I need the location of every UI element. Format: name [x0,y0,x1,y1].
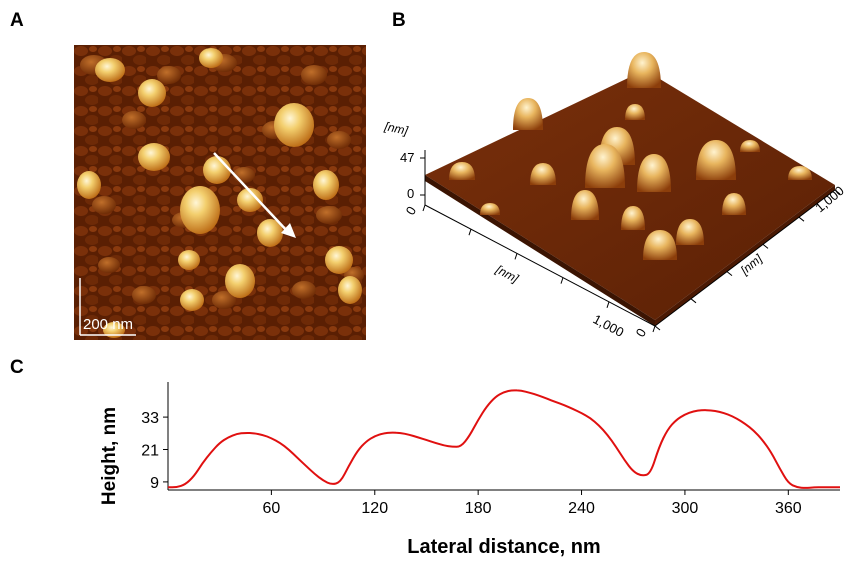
surface-right-edge [655,185,835,326]
surface-base [425,70,835,320]
surface-peak [530,163,556,185]
afm-small-grain [92,196,116,214]
afm-grain [138,79,166,107]
x-tick-3d [652,325,656,333]
afm-grains [77,48,364,338]
z-unit-label: [nm] [382,119,409,138]
chart-axes [167,382,840,491]
surface-peak [480,203,500,215]
afm-grain [180,186,220,234]
origin-label: 0 [403,204,420,218]
height-profile-chart: 60 120 180 240 300 360 9 21 33 Height, nm Latera… [99,382,840,558]
y-tick-label: 9 [150,475,159,492]
y-tick-label: 21 [141,443,159,460]
x-end-label: 1,000 [591,311,627,340]
surface-peak [571,190,599,220]
scale-bar-label: 200 nm [83,316,133,333]
y-tick-label: 33 [141,410,159,427]
afm-grain [203,156,231,184]
y-tick-3d [654,325,661,331]
afm-grain [325,246,353,274]
x-tick-label: 300 [672,500,699,517]
surface-peak [513,98,543,130]
surface-peak [625,104,645,120]
y-tick-3d [798,216,805,222]
x-tick-3d [560,277,564,284]
afm-small-grain [327,131,351,149]
afm-small-grain [157,66,181,84]
afm-grain [103,322,125,338]
surface-peak [722,193,746,215]
surface-peak [788,166,812,180]
y-axis-label: Height, nm [99,407,120,505]
panel-label-a: A [10,10,24,31]
afm-small-grain [122,111,146,129]
y-tick-3d [726,271,733,276]
y-start-label: 0 [633,326,650,340]
x-axis-3d [424,204,656,327]
x-unit-label: [nm] [493,262,522,286]
afm-grain [138,143,170,171]
afm-small-grain [212,291,236,309]
x-tick-label: 240 [568,500,595,517]
x-tick-3d [514,253,518,260]
surface-peak [740,140,760,152]
panel-label-b: B [392,10,406,31]
chart-ticks: 60 120 180 240 300 360 9 21 33 [141,410,802,517]
afm-grain [199,48,223,68]
z-tick-0: 0 [407,186,414,201]
surface-peak [585,144,625,188]
profile-line [213,152,290,234]
afm-small-grain [301,65,327,85]
x-tick-label: 120 [361,500,388,517]
afm-small-grain [132,286,156,304]
afm-small-grain [98,257,120,273]
surface-peak [696,140,736,180]
afm-3d-surface: [nm] 47 0 0 [nm] 1,000 0 [nm] 1,000 [382,52,845,340]
surface-peak [637,154,671,192]
y-tick-3d [690,298,697,304]
surface-peaks [449,52,812,260]
x-tick-3d [606,301,610,308]
surface-peak [449,162,475,180]
surface-peak [676,219,704,245]
surface-peak [627,52,661,88]
afm-grain [77,171,101,199]
x-tick-3d [422,204,426,212]
x-tick-3d [468,229,472,236]
afm-grain [257,219,283,247]
z-tick-47: 47 [400,150,414,165]
afm-grain [313,170,339,200]
afm-grain [237,188,263,212]
x-tick-label: 60 [262,500,280,517]
afm-grain [274,103,314,147]
height-profile-line [168,389,840,489]
surface-peak [643,230,677,260]
afm-small-grain [316,206,342,224]
afm-grain [225,264,255,298]
y-tick-3d [762,244,769,249]
x-tick-label: 360 [775,500,802,517]
axis-ticks-3d [420,157,841,333]
afm-grain [180,289,204,311]
profile-arrowhead [281,223,296,238]
surface-peak [621,206,645,230]
afm-grain [95,58,125,82]
x-axis-label: Lateral distance, nm [407,536,600,558]
y-axis-3d [654,189,836,327]
afm-topview-image: 200 nm [74,45,366,340]
afm-grain [178,250,200,270]
y-tick-3d [834,189,841,195]
panel-label-c: C [10,357,24,378]
afm-small-grain [292,281,316,299]
afm-grain [338,276,362,304]
x-tick-label: 180 [465,500,492,517]
